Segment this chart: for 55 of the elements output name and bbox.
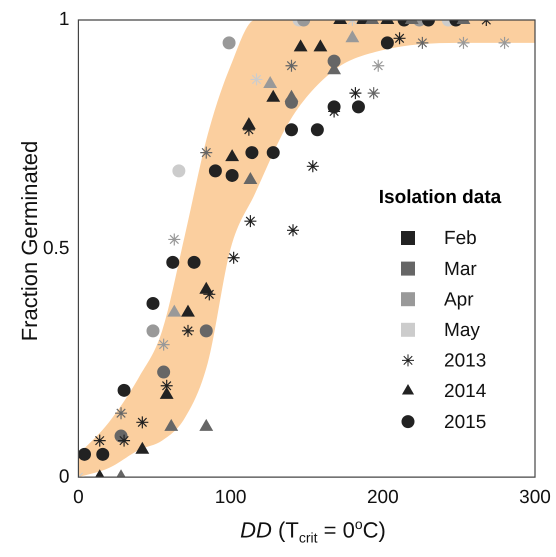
point — [244, 214, 257, 228]
point — [416, 36, 429, 50]
x-tick-label: 200 — [366, 486, 399, 508]
point — [200, 146, 213, 160]
point — [266, 146, 280, 160]
y-axis-title: Fraction Germinated — [17, 140, 43, 344]
point — [284, 59, 298, 72]
point — [264, 76, 277, 88]
point — [286, 224, 300, 237]
point — [306, 160, 320, 173]
y-tick-label: 1 — [58, 9, 70, 30]
point — [166, 256, 180, 269]
point — [367, 86, 380, 100]
x-tick-label: 300 — [519, 486, 551, 508]
point — [200, 324, 213, 338]
legend-label: May — [444, 320, 480, 342]
legend-label: Apr — [444, 289, 474, 310]
point — [114, 406, 128, 420]
point — [227, 251, 240, 264]
y-tick-label: 0.5 — [42, 238, 70, 259]
legend-label: Feb — [444, 228, 477, 250]
point — [245, 146, 258, 160]
legend-label: 2013 — [444, 350, 486, 372]
legend-label: 2015 — [444, 412, 486, 433]
point — [181, 324, 195, 338]
legend-label: 2014 — [444, 381, 487, 402]
y-tick-label: 0 — [58, 466, 70, 488]
point — [93, 434, 106, 448]
point — [136, 416, 149, 429]
point — [172, 164, 186, 178]
point — [118, 384, 131, 397]
x-tick-label: 0 — [73, 486, 84, 508]
point — [226, 168, 239, 182]
point — [188, 256, 201, 269]
point — [160, 379, 174, 392]
legend-label: Mar — [444, 258, 478, 280]
point — [208, 164, 222, 178]
point — [146, 296, 160, 310]
point — [202, 288, 216, 301]
point — [117, 434, 131, 448]
point — [244, 172, 257, 184]
point — [250, 72, 264, 86]
point — [157, 366, 170, 379]
point — [284, 123, 298, 136]
point — [168, 305, 181, 317]
point — [310, 123, 324, 136]
x-tick-label: 100 — [214, 486, 246, 508]
point — [78, 448, 91, 461]
legend-title: Isolation data — [378, 187, 502, 208]
point — [348, 86, 362, 100]
point — [96, 448, 110, 461]
x-axis-title: DD (T$_{crit}$ = 0$^{o}$C) — [239, 516, 387, 546]
point — [392, 32, 406, 45]
point — [380, 36, 394, 50]
point — [352, 100, 365, 114]
